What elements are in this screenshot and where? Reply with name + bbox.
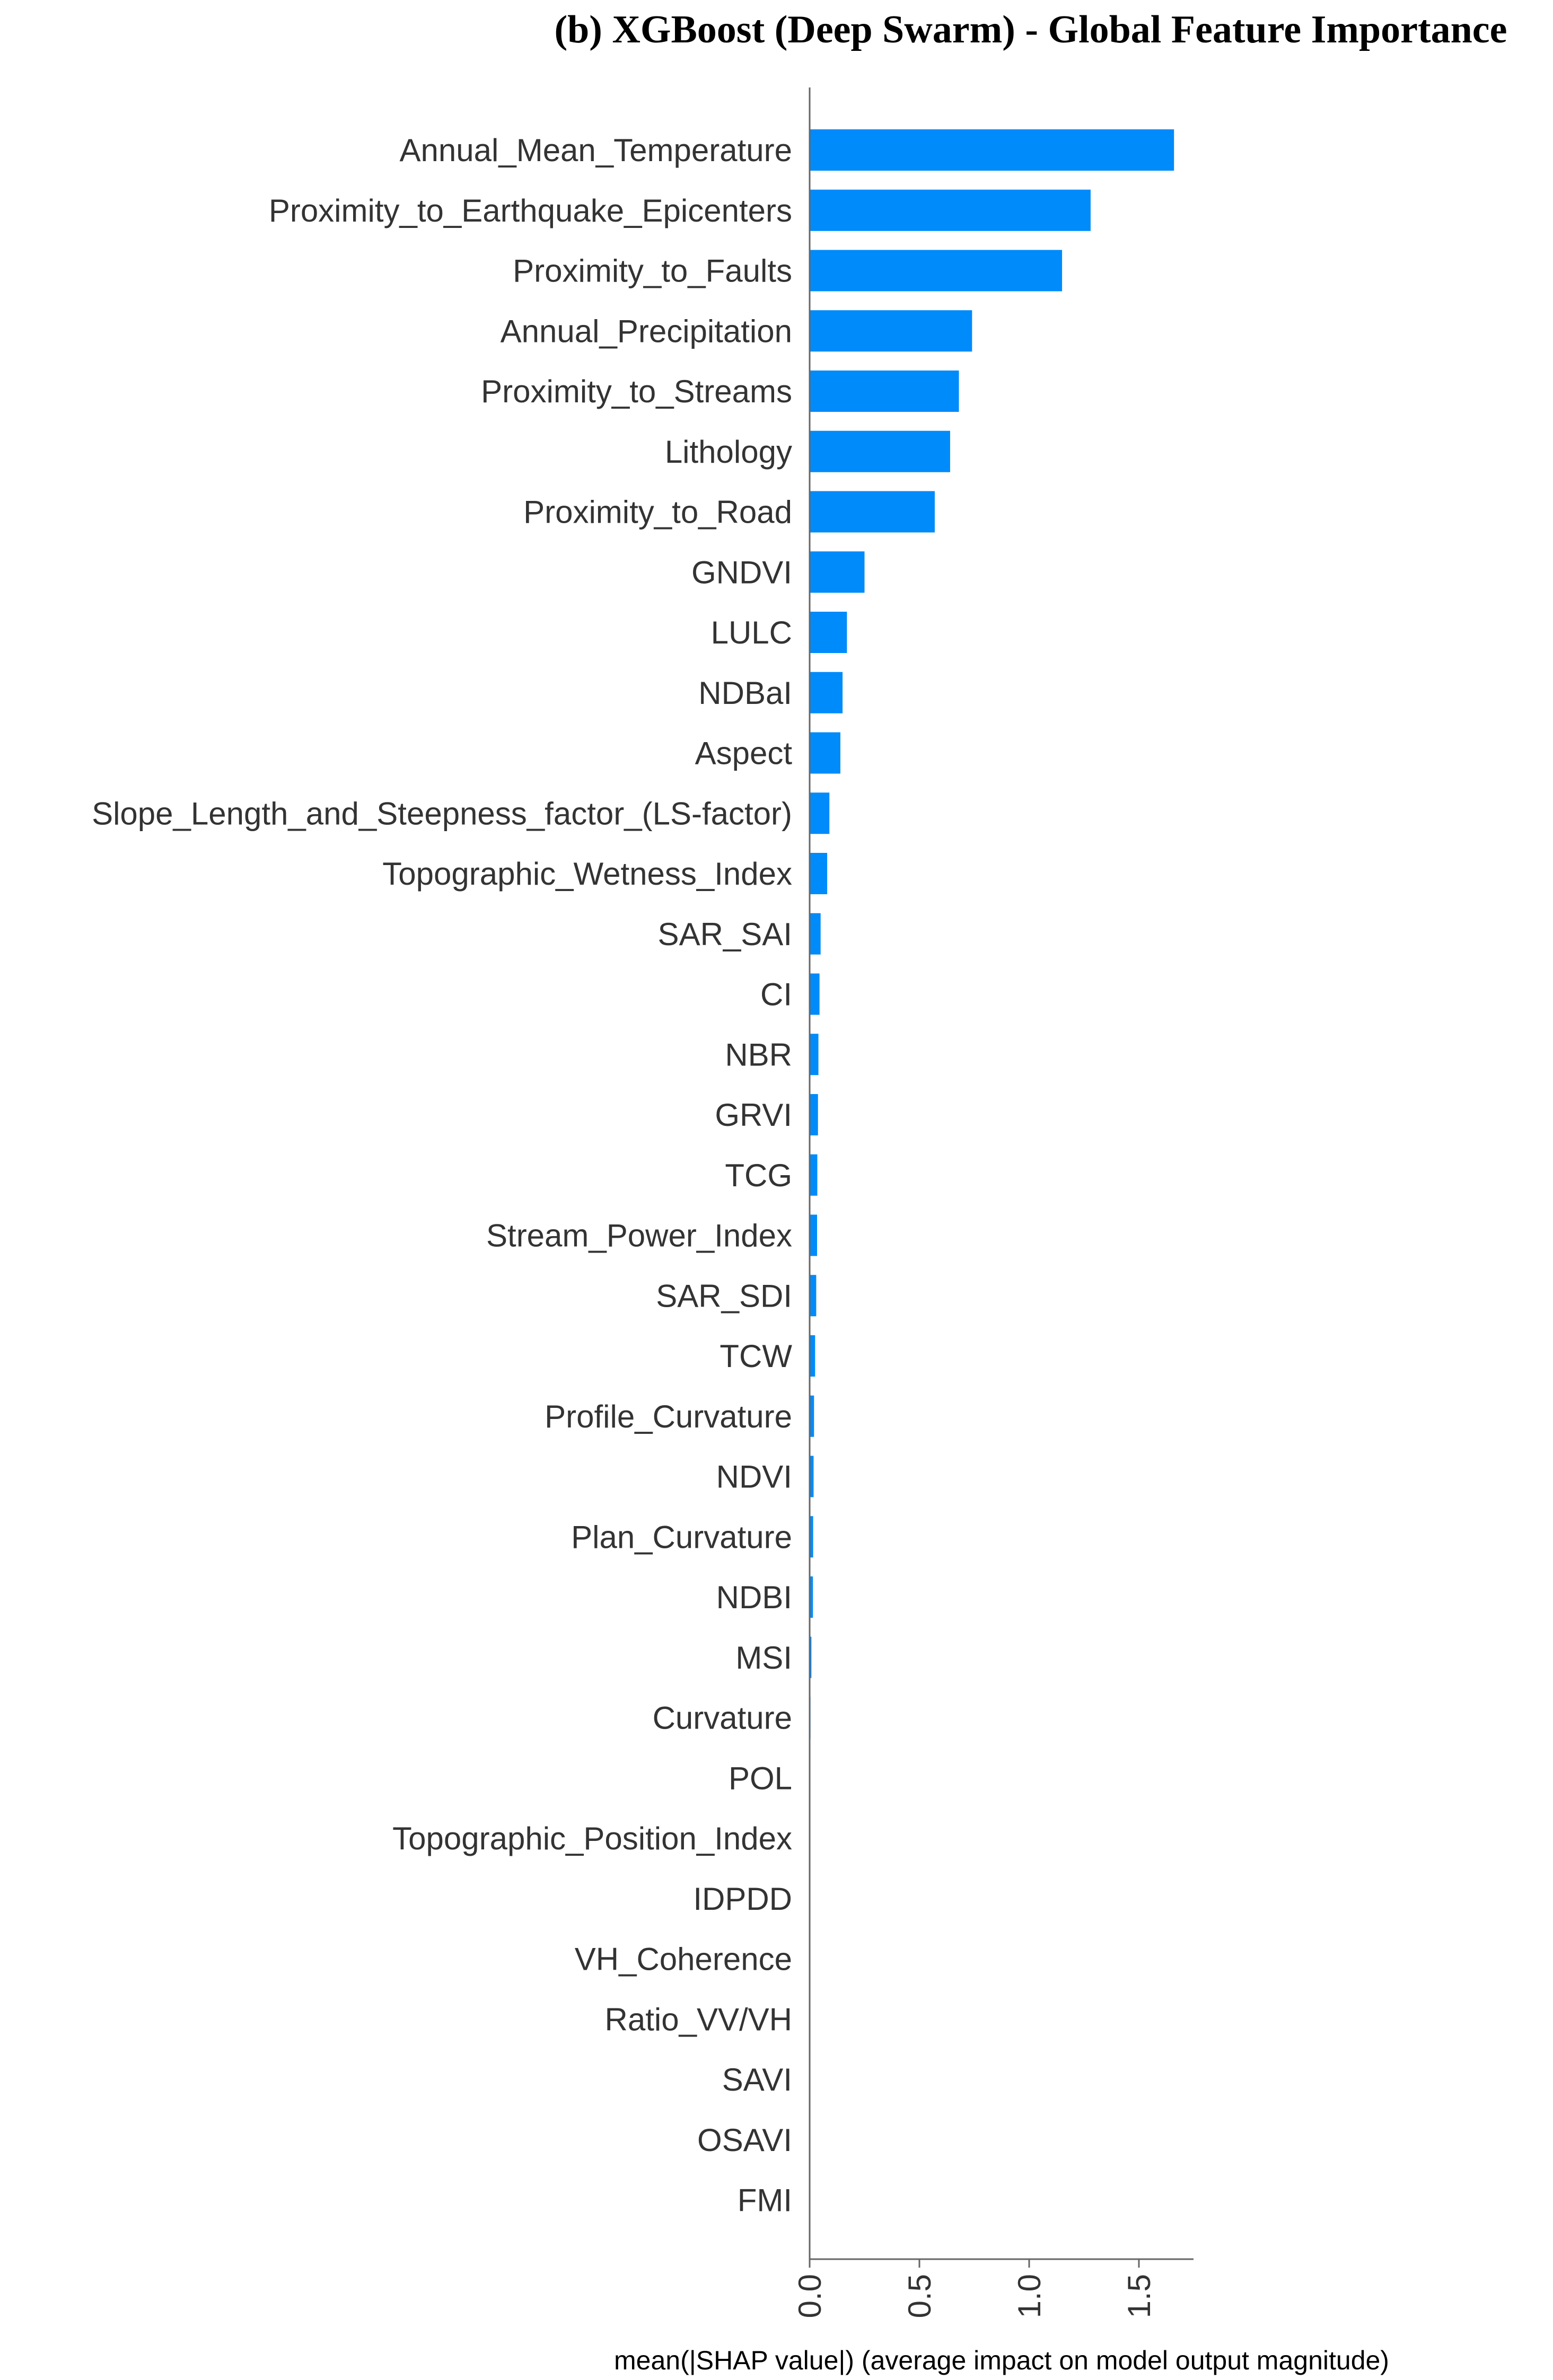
bar-4 (810, 371, 959, 412)
bar-6 (810, 491, 935, 533)
bar-5 (810, 430, 950, 472)
category-label-29: IDPDD (693, 1881, 792, 1917)
x-ticks-group: 0.0 0.5 1.0 1.5 (792, 2259, 1157, 2318)
bar-18 (810, 1214, 818, 1256)
x-tick-label-3: 1.5 (1121, 2274, 1157, 2318)
category-label-25: MSI (735, 1640, 792, 1676)
bar-2 (810, 250, 1063, 292)
category-label-12: Topographic_Wetness_Index (382, 856, 792, 892)
category-label-27: POL (729, 1760, 792, 1796)
bar-9 (810, 672, 843, 713)
category-label-11: Slope_Length_and_Steepness_factor_(LS-fa… (92, 796, 792, 831)
category-label-0: Annual_Mean_Temperature (400, 133, 792, 168)
bar-23 (810, 1516, 813, 1558)
category-label-17: TCG (725, 1158, 792, 1193)
category-label-23: Plan_Curvature (571, 1519, 792, 1555)
category-label-15: NBR (725, 1037, 792, 1072)
chart-title: (b) XGBoost (Deep Swarm) - Global Featur… (555, 8, 1507, 51)
category-label-16: GRVI (715, 1097, 792, 1133)
category-label-10: Aspect (695, 736, 793, 771)
bar-15 (810, 1034, 819, 1076)
bar-1 (810, 189, 1091, 231)
bar-10 (810, 732, 840, 774)
category-label-14: CI (760, 977, 792, 1012)
bar-16 (810, 1094, 818, 1135)
bars-group (810, 129, 1174, 2221)
category-label-2: Proximity_to_Faults (513, 253, 792, 289)
category-label-33: OSAVI (697, 2122, 792, 2158)
bar-12 (810, 853, 828, 894)
category-label-28: Topographic_Position_Index (392, 1821, 792, 1856)
bar-14 (810, 973, 820, 1015)
category-label-8: LULC (711, 615, 792, 650)
category-label-26: Curvature (653, 1700, 792, 1736)
bar-8 (810, 612, 847, 653)
bar-25 (810, 1636, 812, 1678)
category-label-20: TCW (720, 1338, 792, 1374)
bar-3 (810, 310, 972, 352)
category-label-31: Ratio_VV/VH (605, 2002, 793, 2037)
bar-17 (810, 1154, 818, 1196)
category-label-34: FMI (738, 2183, 792, 2218)
bar-24 (810, 1576, 813, 1618)
category-label-6: Proximity_to_Road (523, 495, 792, 530)
category-label-24: NDBI (716, 1580, 792, 1615)
bar-13 (810, 913, 821, 955)
category-label-4: Proximity_to_Streams (481, 374, 792, 409)
category-label-9: NDBaI (698, 675, 792, 711)
x-tick-label-1: 0.5 (902, 2274, 937, 2318)
category-label-5: Lithology (665, 434, 792, 470)
bar-11 (810, 792, 830, 834)
category-label-18: Stream_Power_Index (486, 1218, 792, 1254)
bar-7 (810, 551, 865, 593)
category-label-30: VH_Coherence (575, 1942, 792, 1977)
category-label-3: Annual_Precipitation (501, 313, 792, 349)
bar-22 (810, 1456, 814, 1497)
category-label-7: GNDVI (691, 554, 792, 590)
bar-0 (810, 129, 1174, 171)
x-axis-label: mean(|SHAP value|) (average impact on mo… (614, 2346, 1389, 2375)
category-label-1: Proximity_to_Earthquake_Epicenters (269, 193, 792, 228)
bar-21 (810, 1395, 814, 1437)
x-tick-label-0: 0.0 (792, 2274, 828, 2318)
bar-20 (810, 1335, 815, 1377)
x-tick-label-2: 1.0 (1012, 2274, 1047, 2318)
category-labels-group: Annual_Mean_Temperature Proximity_to_Eart… (92, 133, 792, 2218)
category-label-32: SAVI (722, 2062, 792, 2097)
category-label-21: Profile_Curvature (545, 1399, 792, 1434)
category-label-13: SAR_SAI (658, 916, 792, 952)
category-label-19: SAR_SDI (656, 1278, 792, 1314)
category-label-22: NDVI (716, 1459, 792, 1495)
bar-19 (810, 1275, 817, 1317)
